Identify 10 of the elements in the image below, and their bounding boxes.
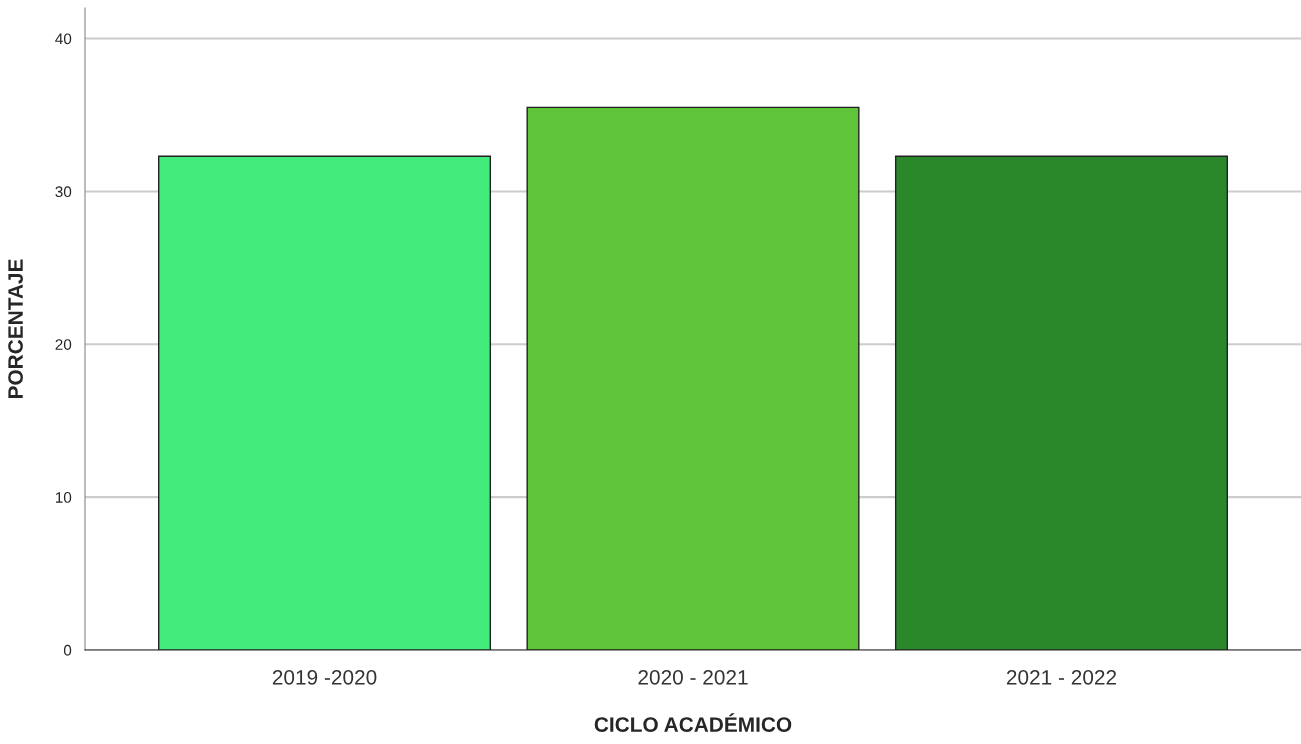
y-tick-label: 10 [55,492,72,503]
y-tick-label: 40 [55,33,72,45]
y-tick-label: 0 [63,644,72,656]
y-tick-label: 20 [55,339,72,350]
y-tick-label: 30 [55,186,72,198]
x-tick-label: 2020 - 2021 [638,669,748,685]
x-axis-title: CICLO ACADÉMICO [594,713,792,732]
y-axis-title: PORCENTAJE [8,259,23,399]
x-tick-label: 2019 -2020 [272,669,377,685]
x-tick-label: 2021 - 2022 [1006,669,1117,685]
